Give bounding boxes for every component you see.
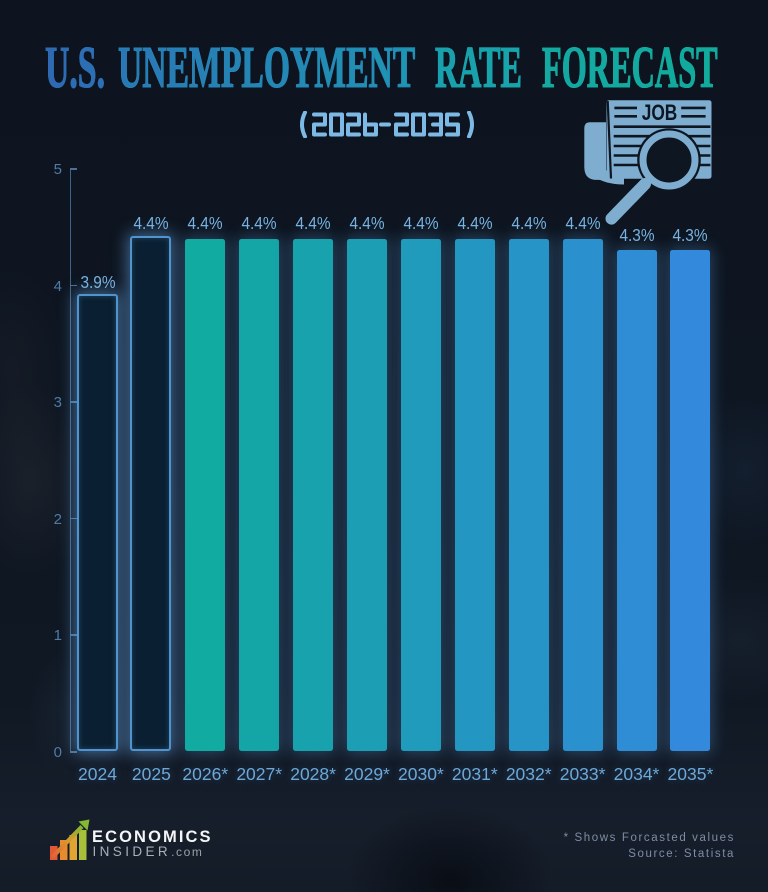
svg-text:JOB: JOB (642, 101, 678, 126)
